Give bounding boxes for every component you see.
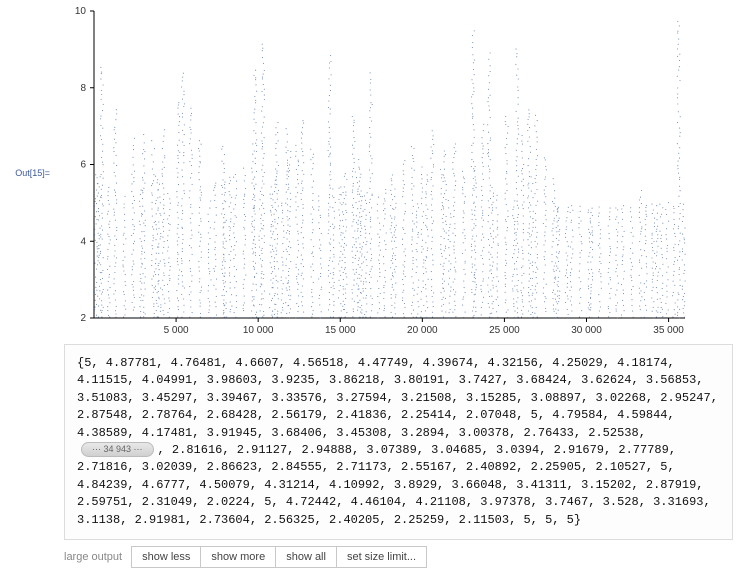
svg-text:15 000: 15 000 (325, 325, 356, 336)
svg-text:10: 10 (75, 6, 87, 17)
svg-text:25 000: 25 000 (489, 325, 520, 336)
svg-text:2: 2 (80, 313, 86, 324)
list-part2: , 2.81616, 2.91127, 2.94888, 3.07389, 3.… (77, 443, 711, 527)
show-less-button[interactable]: show less (131, 546, 201, 568)
svg-text:4: 4 (80, 236, 86, 247)
svg-text:10 000: 10 000 (243, 325, 274, 336)
output-toolbar: large output show less show more show al… (64, 546, 733, 568)
ellipsis-pill[interactable]: ⋯ 34 943 ⋯ (81, 442, 154, 457)
truncated-list-output: {5, 4.87781, 4.76481, 4.6607, 4.56518, 4… (64, 344, 733, 540)
set-size-limit-button[interactable]: set size limit... (336, 546, 427, 568)
show-more-button[interactable]: show more (200, 546, 276, 568)
svg-text:30 000: 30 000 (571, 325, 602, 336)
svg-text:35 000: 35 000 (653, 325, 684, 336)
svg-text:8: 8 (80, 83, 86, 94)
output-cell-row: Out[15]= 5 000 10 000 15 000 20 000 25 000 30… (10, 5, 733, 340)
svg-text:5 000: 5 000 (164, 325, 189, 336)
show-all-button[interactable]: show all (275, 546, 337, 568)
svg-text:20 000: 20 000 (407, 325, 438, 336)
list-close: } (574, 513, 581, 527)
list-part1: 5, 4.87781, 4.76481, 4.6607, 4.56518, 4.… (77, 356, 718, 440)
scatter-plot: 5 000 10 000 15 000 20 000 25 000 30 000 35 00… (56, 5, 691, 340)
cell-label: Out[15]= (10, 168, 56, 178)
large-output-label: large output (64, 547, 132, 567)
svg-text:6: 6 (80, 160, 86, 171)
